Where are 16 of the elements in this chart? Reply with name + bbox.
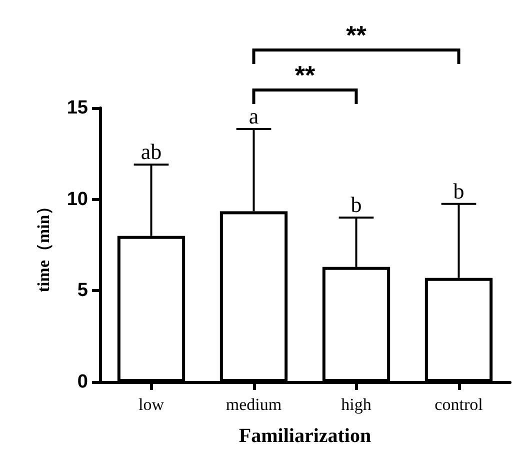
x-tick-label: medium	[226, 395, 282, 414]
y-tick-label: 0	[77, 372, 88, 392]
annotation: b	[350, 192, 362, 218]
y-tick-label: 15	[66, 98, 88, 118]
x-tick-label: high	[341, 395, 372, 414]
annotation: a	[248, 104, 259, 129]
y-tick-label: 10	[66, 188, 88, 210]
x-axis-title: Familiarization	[238, 425, 372, 447]
y-axis-title: time（min）	[34, 198, 53, 292]
text: **	[346, 20, 368, 50]
annotation: ab	[140, 139, 162, 164]
y-tick-label: 5	[77, 280, 88, 302]
text: **	[294, 60, 316, 90]
annotation: b	[453, 178, 464, 204]
x-tick-label: control	[434, 395, 484, 414]
x-tick-label: low	[138, 395, 165, 414]
